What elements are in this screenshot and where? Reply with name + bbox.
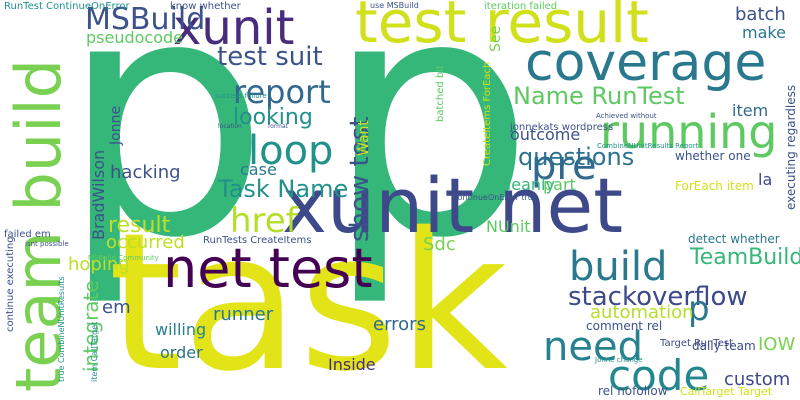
word: Name RunTest (513, 82, 685, 110)
word: order (160, 343, 203, 362)
word: IOW (758, 334, 795, 355)
word: p (60, 0, 269, 310)
word: need (543, 324, 643, 370)
word: stackoverflow (568, 282, 748, 312)
word: team build (2, 59, 75, 392)
word: test suit (217, 42, 323, 72)
word: part (543, 175, 576, 194)
word: ContinueOnError true (452, 193, 538, 202)
word: executing regardless (784, 85, 798, 210)
word: isnt possible (25, 240, 69, 248)
word: BradWilson (89, 150, 108, 240)
word: show test (345, 117, 375, 242)
word: NUnit (486, 217, 531, 236)
word: iteration failed (484, 1, 557, 12)
word: item CallTarget (90, 322, 99, 382)
word: MSBuild Community (88, 254, 159, 262)
word: TeamBuild (689, 245, 800, 270)
word: href (230, 201, 299, 241)
word: em (102, 297, 131, 318)
word: continue executing (5, 236, 16, 332)
word: outcome (510, 125, 580, 144)
word: make (742, 23, 786, 42)
word: location (218, 123, 242, 130)
word: result (108, 213, 171, 238)
word: Want (356, 120, 372, 156)
word: item (732, 101, 768, 120)
word: CallTarget Target (680, 385, 773, 398)
word: runner (213, 304, 274, 325)
word: comment rel (586, 319, 662, 333)
word: willing (155, 320, 206, 339)
word: code (608, 351, 709, 400)
word: hoping (68, 254, 130, 275)
word: la (758, 170, 772, 189)
word: p (688, 289, 710, 329)
word: case (240, 160, 277, 179)
word: use MSBuild (370, 1, 419, 10)
word: RunTest ContinueOnError (4, 1, 130, 12)
word: loop (248, 128, 333, 174)
word: Jonne (108, 106, 124, 146)
word: integrate (79, 280, 103, 372)
word: coverage (525, 33, 766, 93)
word: batched bit (435, 65, 446, 122)
word: test result (355, 0, 649, 56)
word: MSBuild (85, 2, 205, 37)
word: detect whether (688, 232, 780, 246)
word: xunit net (282, 161, 623, 250)
word: true CombineNUnitResults (57, 276, 66, 382)
word: running (600, 105, 778, 159)
word: rel nofollow (598, 384, 668, 398)
word: failed em (4, 229, 51, 240)
word: Target RunTest (659, 338, 733, 349)
word: errors (373, 314, 426, 335)
word: pseudocode (86, 28, 183, 47)
word: automation (590, 302, 694, 323)
word: format (268, 123, 289, 130)
word: cleanly (498, 175, 555, 194)
word: Sdc (423, 234, 456, 255)
word: xunit (173, 0, 294, 56)
word: whether one (675, 149, 751, 163)
word: build (569, 244, 667, 290)
word: Achieved without (596, 112, 657, 120)
word: p (325, 0, 534, 310)
word: daily team (692, 339, 756, 353)
word: Inside (328, 355, 376, 374)
word: questions (518, 143, 634, 171)
word: occurred (106, 232, 185, 253)
word: hacking (110, 162, 181, 183)
word: net test (163, 237, 373, 300)
word: jonnekats wordpress (509, 122, 613, 133)
word: CreateItems ForEach (482, 62, 493, 166)
word: Task Name (217, 175, 348, 203)
word: batch (735, 4, 786, 25)
word: CombineNUnitResults Report (597, 142, 699, 150)
word: looking (233, 105, 313, 130)
word: ForEach item (675, 179, 754, 193)
word: custom (724, 369, 790, 390)
word: task (108, 192, 508, 400)
word: pre (531, 143, 597, 189)
word: success failure (215, 92, 267, 100)
word: RunTests CreateItems (203, 235, 311, 246)
word: See (488, 26, 504, 52)
word: Jonne change (594, 356, 643, 364)
word: report (233, 73, 331, 111)
word: know whether (170, 1, 242, 12)
